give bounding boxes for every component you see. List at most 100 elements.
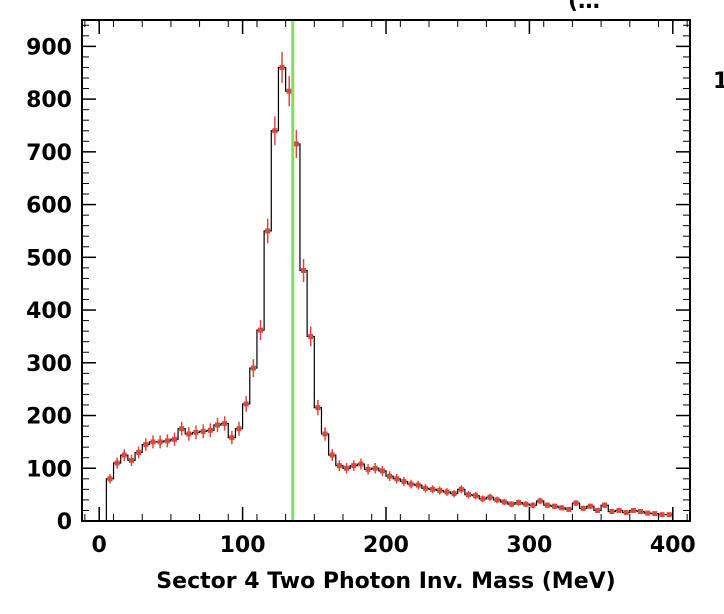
point-marker (394, 476, 400, 482)
data-point (580, 505, 586, 511)
data-point (293, 129, 299, 159)
data-point (128, 454, 134, 467)
data-point (437, 486, 443, 495)
point-marker (530, 502, 536, 508)
point-marker (387, 473, 393, 479)
data-point (451, 489, 457, 498)
y-tick-label: 100 (26, 457, 72, 482)
point-marker (580, 505, 586, 511)
data-point (143, 438, 149, 451)
point-marker (566, 506, 572, 512)
title-fragment: (… (568, 0, 600, 14)
point-marker (344, 465, 350, 471)
data-point (322, 427, 328, 441)
point-marker (179, 426, 185, 432)
point-marker (272, 128, 278, 134)
y-tick-label: 700 (26, 141, 72, 166)
y-tick-label: 200 (26, 405, 72, 430)
data-point (308, 326, 314, 347)
plot-frame (81, 19, 691, 522)
data-point (573, 499, 579, 507)
data-point (186, 427, 192, 441)
y-tick-label: 400 (26, 299, 72, 324)
point-marker (379, 468, 385, 474)
point-marker (171, 436, 177, 442)
data-point (430, 485, 436, 494)
point-marker (229, 435, 235, 441)
data-point (537, 497, 543, 505)
data-point (630, 507, 636, 513)
data-point (272, 116, 278, 146)
point-marker (437, 487, 443, 493)
point-marker (293, 141, 299, 147)
data-point (465, 490, 471, 499)
data-point (530, 502, 536, 509)
point-marker (551, 503, 557, 509)
point-marker (537, 498, 543, 504)
data-point (401, 476, 407, 487)
data-point (164, 434, 170, 448)
point-marker (193, 429, 199, 435)
data-point (157, 435, 163, 449)
data-point (516, 499, 522, 506)
data-point (344, 462, 350, 474)
data-point (508, 501, 514, 508)
point-marker (430, 486, 436, 492)
y-tick-labels: 0 100 200 300 400 500 600 700 800 900 (26, 35, 72, 535)
data-point (394, 474, 400, 484)
point-marker (587, 503, 593, 509)
data-point (523, 501, 529, 508)
data-point (458, 485, 464, 494)
point-marker (422, 485, 428, 491)
histogram (105, 66, 673, 521)
point-marker (408, 481, 414, 487)
data-point (258, 320, 264, 341)
x-tick-label: 100 (220, 533, 266, 558)
point-marker (372, 465, 378, 471)
data-point (645, 510, 651, 516)
data-point (415, 480, 421, 490)
data-point (566, 506, 572, 512)
data-point (408, 479, 414, 489)
data-point (207, 423, 213, 438)
point-marker (107, 476, 113, 482)
point-marker (215, 422, 221, 428)
point-marker (258, 327, 264, 333)
point-marker (279, 64, 285, 70)
point-marker (200, 428, 206, 434)
point-marker (458, 486, 464, 492)
data-point (236, 421, 242, 436)
data-point (494, 496, 500, 504)
data-point (473, 492, 479, 500)
data-point (250, 359, 256, 378)
y-tick-label: 500 (26, 246, 72, 271)
x-tick-label: 300 (506, 533, 552, 558)
y-tick-label: 800 (26, 88, 72, 113)
data-point (200, 424, 206, 439)
data-point (222, 416, 228, 431)
data-point (616, 507, 622, 513)
point-marker (616, 507, 622, 513)
data-point (480, 495, 486, 503)
point-marker (595, 507, 601, 513)
data-point (487, 493, 493, 501)
point-marker (630, 507, 636, 513)
point-marker (451, 491, 457, 497)
point-marker (128, 457, 134, 463)
data-point (286, 76, 292, 107)
point-marker (602, 502, 608, 508)
data-point (444, 488, 450, 496)
data-point (551, 503, 557, 510)
point-marker (444, 489, 450, 495)
data-point (544, 502, 550, 509)
point-marker (544, 502, 550, 508)
point-marker (250, 365, 256, 371)
point-marker (508, 501, 514, 507)
point-marker (559, 505, 565, 511)
point-marker (609, 509, 615, 515)
data-point (358, 458, 364, 470)
point-marker (236, 426, 242, 432)
tick-marks (82, 20, 690, 522)
point-marker (358, 461, 364, 467)
